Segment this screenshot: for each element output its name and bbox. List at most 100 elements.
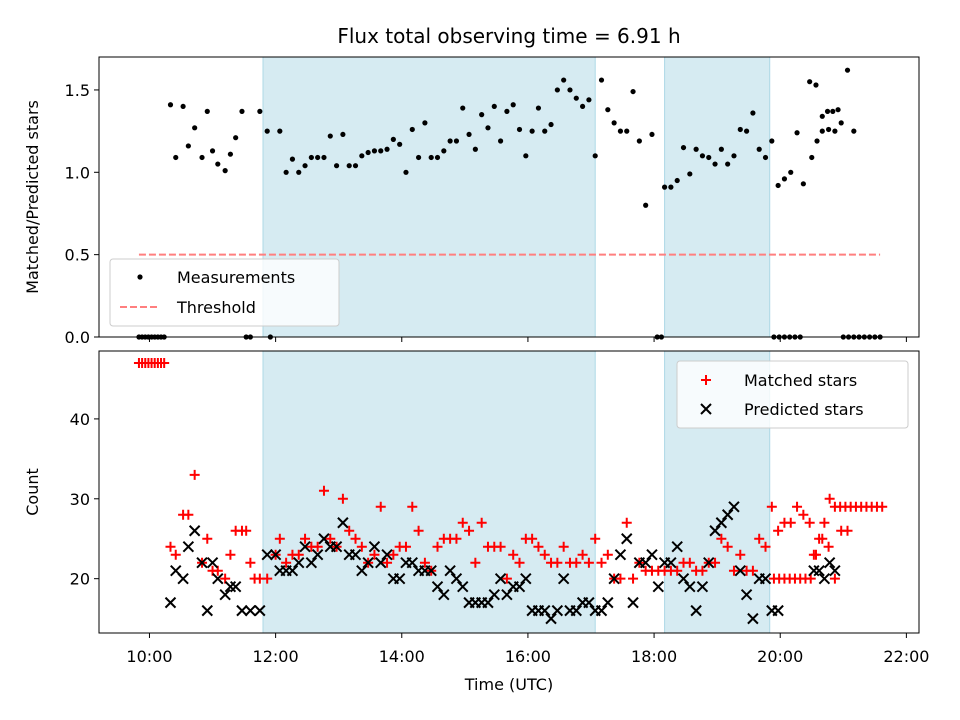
data-point (177, 572, 189, 585)
data-point (592, 153, 598, 159)
data-point (825, 126, 832, 133)
data-point (209, 148, 216, 154)
data-point (201, 604, 213, 617)
data-point (819, 128, 825, 134)
data-point (196, 556, 208, 569)
data-point (504, 108, 510, 114)
data-point (382, 557, 393, 568)
data-point (185, 143, 191, 149)
x-tick-label: 10:00 (126, 647, 172, 666)
data-point (602, 596, 614, 609)
data-point (494, 572, 507, 585)
data-point (227, 151, 234, 157)
data-point (598, 77, 605, 83)
data-point (608, 572, 620, 585)
data-point (183, 509, 194, 520)
data-point (236, 604, 248, 617)
data-point (737, 126, 743, 133)
data-point (274, 533, 285, 544)
data-point (832, 128, 838, 134)
axes-frame (98, 350, 920, 634)
data-point (219, 588, 231, 601)
data-point (368, 541, 381, 553)
data-point (527, 533, 538, 544)
data-point (325, 533, 336, 544)
data-point (614, 549, 627, 561)
x-tick-label: 14:00 (379, 647, 425, 666)
data-point (170, 549, 181, 560)
data-point (766, 501, 777, 512)
data-point (479, 112, 485, 118)
data-point (586, 97, 592, 103)
data-point (470, 557, 481, 568)
data-point (877, 501, 888, 512)
data-point (590, 533, 601, 544)
data-point (438, 588, 450, 601)
data-point (365, 149, 371, 156)
data-point (672, 565, 683, 576)
data-point (239, 108, 245, 114)
data-point (851, 128, 857, 134)
data-point (781, 176, 788, 182)
data-point (501, 588, 513, 601)
x-axis-label: Time (UTC) (464, 675, 553, 694)
data-point (819, 113, 825, 119)
data-point (305, 556, 318, 569)
data-point (621, 517, 632, 528)
data-point (384, 146, 390, 152)
data-point (721, 509, 734, 521)
data-point (346, 163, 352, 169)
data-point (466, 131, 472, 138)
data-point (731, 153, 737, 159)
data-point (804, 517, 815, 528)
data-point (824, 493, 835, 504)
data-point (321, 154, 327, 161)
data-point (318, 485, 329, 496)
data-point (596, 557, 607, 568)
shaded-interval (664, 56, 771, 338)
data-point (760, 541, 771, 552)
data-point (362, 556, 374, 569)
data-point (545, 612, 557, 625)
data-point (189, 469, 200, 480)
data-point (630, 88, 636, 95)
legend: Measurements Threshold (109, 258, 340, 327)
data-point (269, 549, 282, 561)
data-point (261, 549, 273, 561)
data-point (289, 156, 296, 162)
x-tick-label: 16:00 (505, 647, 551, 666)
data-point (829, 564, 841, 577)
data-point (798, 509, 809, 520)
data-point (523, 153, 529, 159)
data-point (167, 102, 174, 108)
data-point (687, 171, 693, 177)
data-point (552, 557, 563, 568)
data-point (457, 517, 468, 528)
data-point (680, 144, 687, 151)
y-tick-label: 1.0 (65, 163, 90, 182)
data-point (583, 557, 594, 568)
data-point (215, 161, 221, 167)
data-point (775, 182, 781, 189)
data-point (476, 517, 487, 528)
data-point (222, 168, 228, 174)
data-point (595, 604, 608, 617)
data-point (674, 177, 680, 184)
data-point (277, 128, 283, 134)
data-point (772, 604, 784, 617)
data-point (451, 533, 462, 544)
data-point (762, 154, 769, 161)
data-point (286, 564, 299, 577)
data-point (671, 541, 683, 553)
chart-title: Flux total observing time = 6.91 h (337, 24, 680, 48)
data-point (800, 181, 806, 187)
data-point (844, 67, 851, 73)
data-point (397, 141, 403, 147)
data-point (344, 525, 355, 536)
data-point (371, 148, 378, 154)
data-point (173, 154, 179, 161)
data-point (516, 126, 523, 133)
data-point (665, 556, 677, 569)
data-point (229, 580, 242, 593)
